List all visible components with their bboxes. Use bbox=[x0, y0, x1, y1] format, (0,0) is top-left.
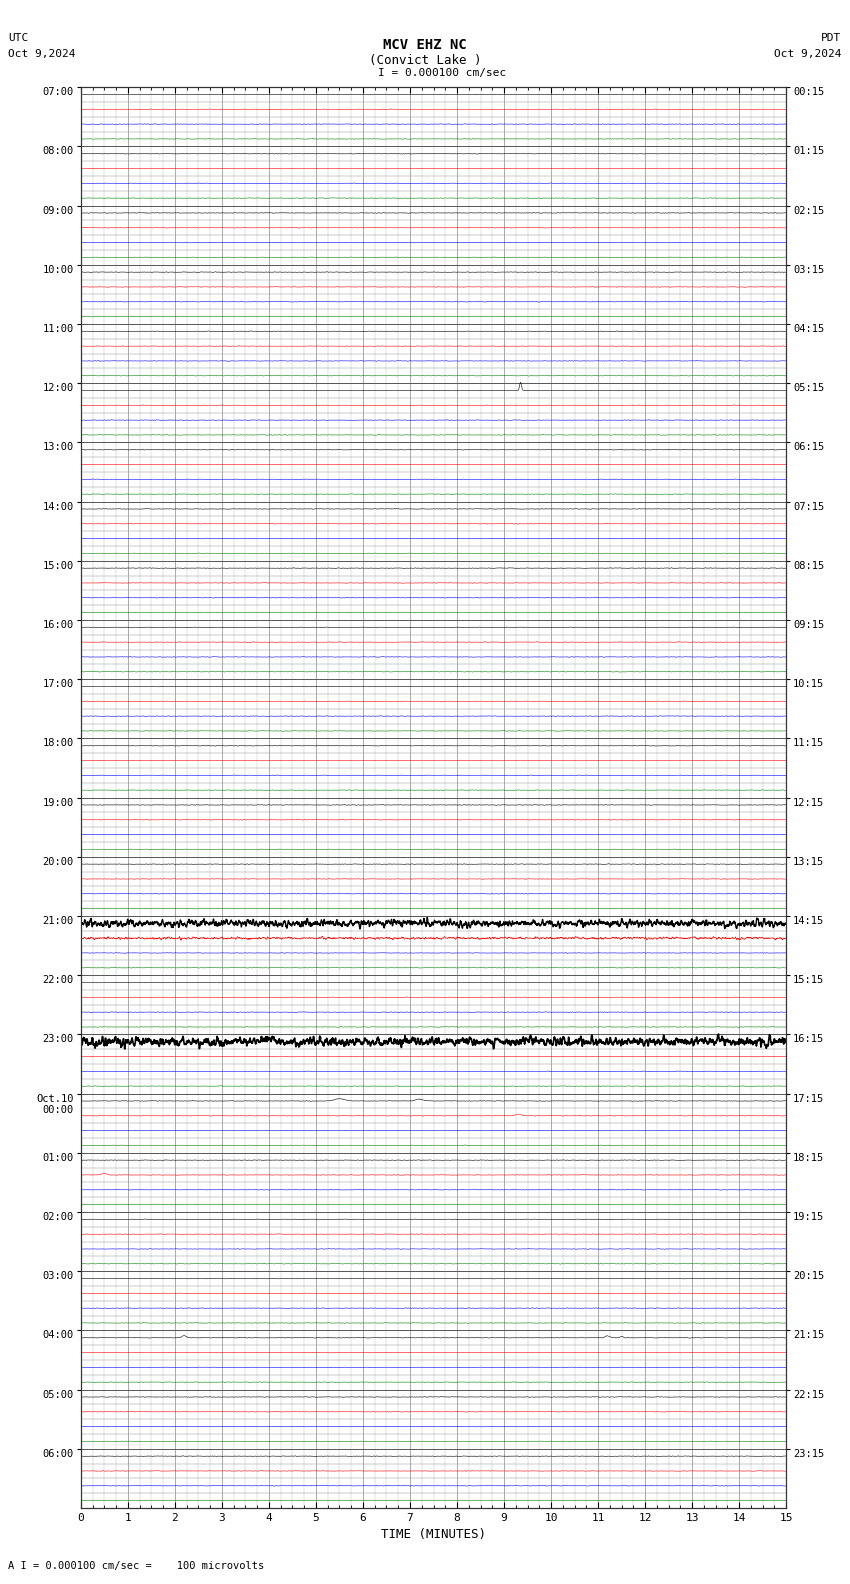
Text: Ι = 0.000100 cm/sec: Ι = 0.000100 cm/sec bbox=[378, 68, 507, 78]
Text: PDT: PDT bbox=[821, 33, 842, 43]
Text: A Ι = 0.000100 cm/sec =    100 microvolts: A Ι = 0.000100 cm/sec = 100 microvolts bbox=[8, 1562, 264, 1571]
Text: Oct 9,2024: Oct 9,2024 bbox=[774, 49, 842, 59]
Text: UTC: UTC bbox=[8, 33, 29, 43]
X-axis label: TIME (MINUTES): TIME (MINUTES) bbox=[381, 1529, 486, 1541]
Text: Oct 9,2024: Oct 9,2024 bbox=[8, 49, 76, 59]
Text: (Convict Lake ): (Convict Lake ) bbox=[369, 54, 481, 67]
Text: MCV EHZ NC: MCV EHZ NC bbox=[383, 38, 467, 52]
